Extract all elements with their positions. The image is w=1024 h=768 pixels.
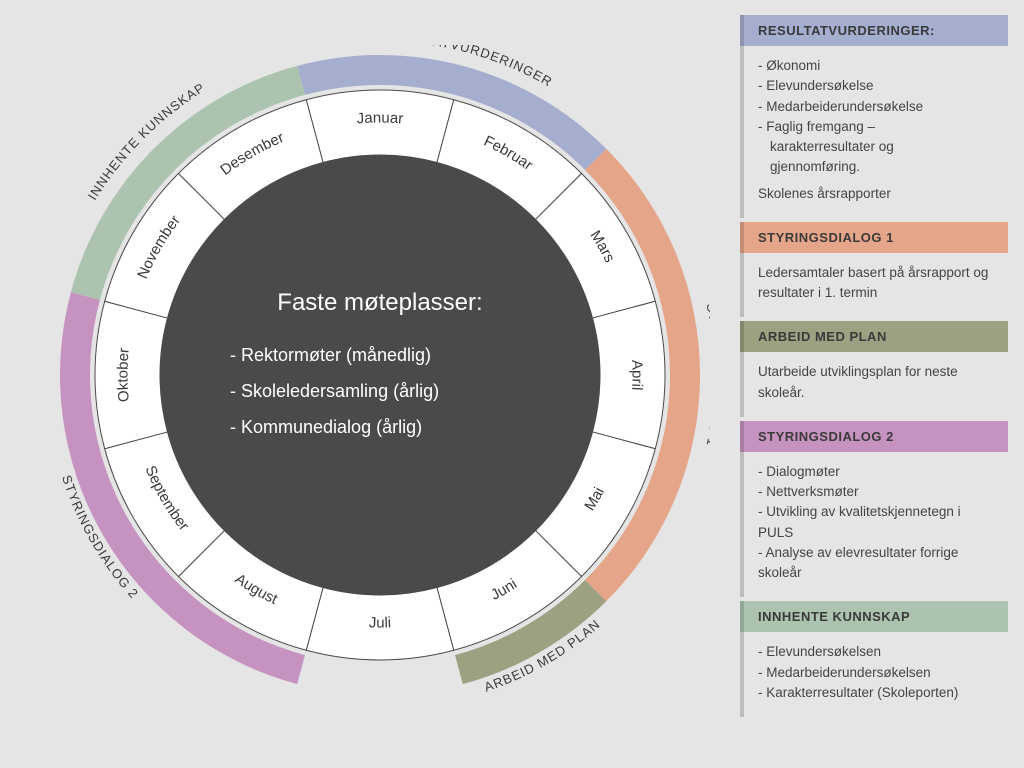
legend-body: Utarbeide utviklingsplan for neste skole… xyxy=(740,352,1008,417)
center-list-item: Rektormøter (månedlig) xyxy=(230,337,540,373)
legend-text: Utarbeide utviklingsplan for neste skole… xyxy=(758,362,994,403)
legend-header: STYRINGSDIALOG 1 xyxy=(740,222,1008,253)
year-wheel: JanuarFebruarMarsAprilMaiJuniJuliAugustS… xyxy=(50,45,710,705)
legend-header: RESULTATVURDERINGER: xyxy=(740,15,1008,46)
legend-item: Elevundersøkelse xyxy=(758,76,994,96)
legend-header: STYRINGSDIALOG 2 xyxy=(740,421,1008,452)
legend-item: Nettverksmøter xyxy=(758,482,994,502)
legend-body: ØkonomiElevundersøkelseMedarbeiderunders… xyxy=(740,46,1008,218)
svg-text:STYRINGSDIALOG 1: STYRINGSDIALOG 1 xyxy=(704,302,710,448)
legend-block: ARBEID MED PLAN Utarbeide utviklingsplan … xyxy=(740,321,1008,417)
svg-text:Oktober: Oktober xyxy=(114,347,132,403)
svg-text:Januar: Januar xyxy=(356,109,404,127)
legend-item-sub: karakterresultater og xyxy=(758,137,994,157)
legend-item: Faglig fremgang – xyxy=(758,117,994,137)
legend-header: ARBEID MED PLAN xyxy=(740,321,1008,352)
legend-item: Medarbeiderundersøkelsen xyxy=(758,663,994,683)
svg-text:April: April xyxy=(628,359,645,390)
legend-block: STYRINGSDIALOG 2DialogmøterNettverksmøte… xyxy=(740,421,1008,598)
center-content: Faste møteplasser: Rektormøter (månedlig… xyxy=(220,289,540,445)
legend-item: Utvikling av kvalitetskjennetegn i PULS xyxy=(758,502,994,543)
legend-footer: Skolenes årsrapporter xyxy=(758,184,994,204)
legend-block: INNHENTE KUNNSKAPElevundersøkelsenMedarb… xyxy=(740,601,1008,717)
center-list-item: Skoleledersamling (årlig) xyxy=(230,373,540,409)
legend-item: Analyse av elevresultater forrige skoleå… xyxy=(758,543,994,584)
legend-item: Elevundersøkelsen xyxy=(758,642,994,662)
svg-text:Juli: Juli xyxy=(369,614,392,631)
center-list: Rektormøter (månedlig)Skoleledersamling … xyxy=(220,337,540,445)
legend-body: DialogmøterNettverksmøterUtvikling av kv… xyxy=(740,452,1008,598)
legend-block: RESULTATVURDERINGER:ØkonomiElevundersøke… xyxy=(740,15,1008,218)
legend-block: STYRINGSDIALOG 1 Ledersamtaler basert på … xyxy=(740,222,1008,318)
legend-header: INNHENTE KUNNSKAP xyxy=(740,601,1008,632)
legend-panel: RESULTATVURDERINGER:ØkonomiElevundersøke… xyxy=(740,15,1008,721)
center-list-item: Kommunedialog (årlig) xyxy=(230,409,540,445)
legend-text: Ledersamtaler basert på årsrapport og re… xyxy=(758,263,994,304)
legend-body: ElevundersøkelsenMedarbeiderundersøkelse… xyxy=(740,632,1008,717)
legend-item: Økonomi xyxy=(758,56,994,76)
legend-item-sub: gjennomføring. xyxy=(758,157,994,177)
legend-item: Medarbeiderundersøkelse xyxy=(758,97,994,117)
legend-body: Ledersamtaler basert på årsrapport og re… xyxy=(740,253,1008,318)
center-title: Faste møteplasser: xyxy=(220,289,540,317)
legend-item: Dialogmøter xyxy=(758,462,994,482)
legend-item: Karakterresultater (Skoleporten) xyxy=(758,683,994,703)
